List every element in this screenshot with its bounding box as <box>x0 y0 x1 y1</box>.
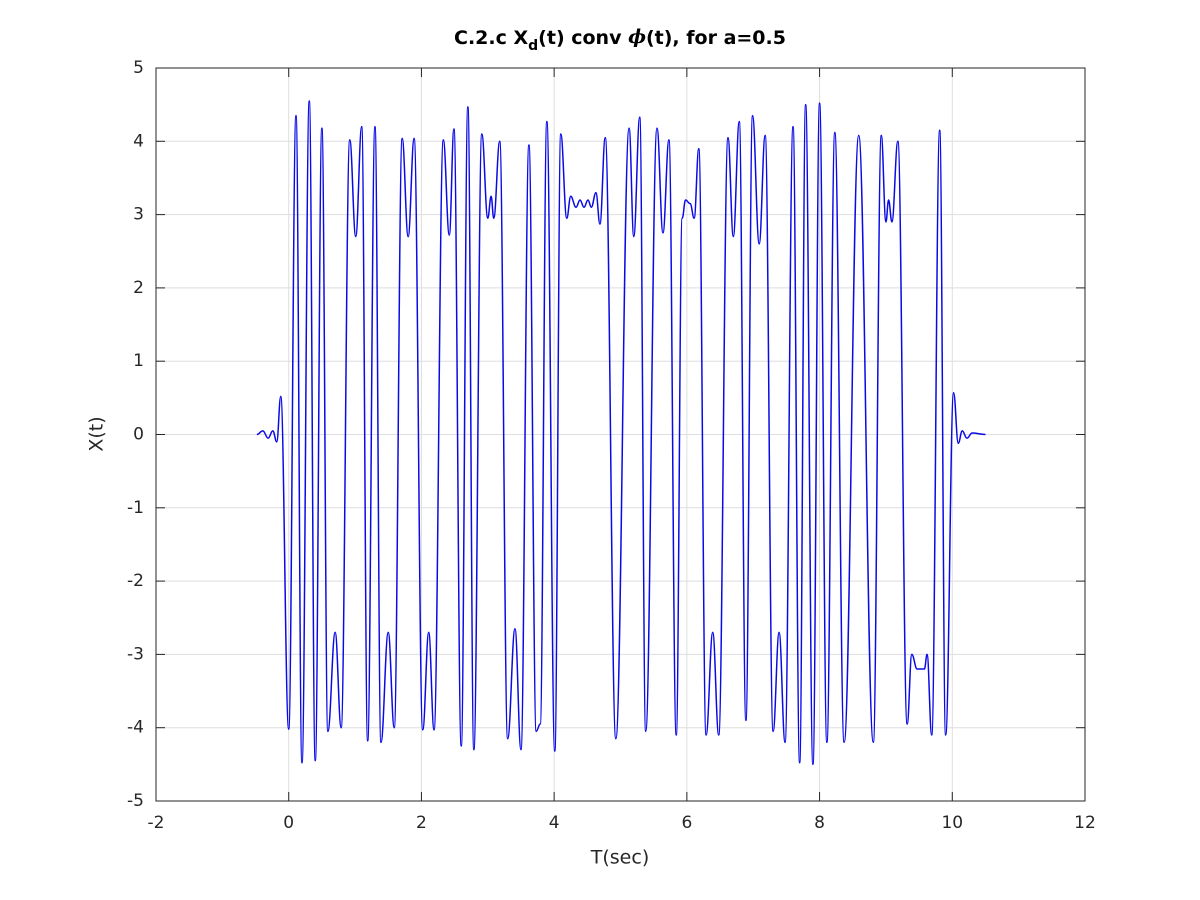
chart-title: C.2.c Xd(t) conv ϕ(t), for a=0.5 <box>454 26 786 54</box>
title-symbol: ϕ <box>628 26 646 48</box>
title-subscript: d <box>528 38 538 54</box>
y-tick-label: -5 <box>127 791 144 811</box>
y-tick-label: 2 <box>133 278 144 298</box>
y-tick-label: -3 <box>127 644 144 664</box>
y-tick-label: 3 <box>133 205 144 225</box>
y-tick-label: 1 <box>133 351 144 371</box>
y-tick-label: 4 <box>133 131 144 151</box>
x-tick-label: 6 <box>681 813 692 833</box>
data-line <box>256 100 986 766</box>
y-tick-label: -1 <box>127 498 144 518</box>
title-part: (t) conv <box>538 27 628 49</box>
title-part: C.2.c X <box>454 27 528 49</box>
y-tick-label: 5 <box>133 58 144 78</box>
x-tick-label: -2 <box>148 813 165 833</box>
x-tick-label: 0 <box>283 813 294 833</box>
y-tick-label: -4 <box>127 718 144 738</box>
x-axis-label: T(sec) <box>590 847 649 869</box>
x-tick-label: 12 <box>1074 813 1096 833</box>
y-tick-label: -2 <box>127 571 144 591</box>
y-tick-label: 0 <box>133 425 144 445</box>
x-tick-label: 4 <box>549 813 560 833</box>
plot-frame <box>155 67 1086 802</box>
y-axis-label: X(t) <box>86 416 108 451</box>
title-part: (t), for a=0.5 <box>646 27 786 49</box>
x-tick-label: 8 <box>814 813 825 833</box>
x-tick-label: 2 <box>416 813 427 833</box>
x-tick-label: 10 <box>941 813 963 833</box>
